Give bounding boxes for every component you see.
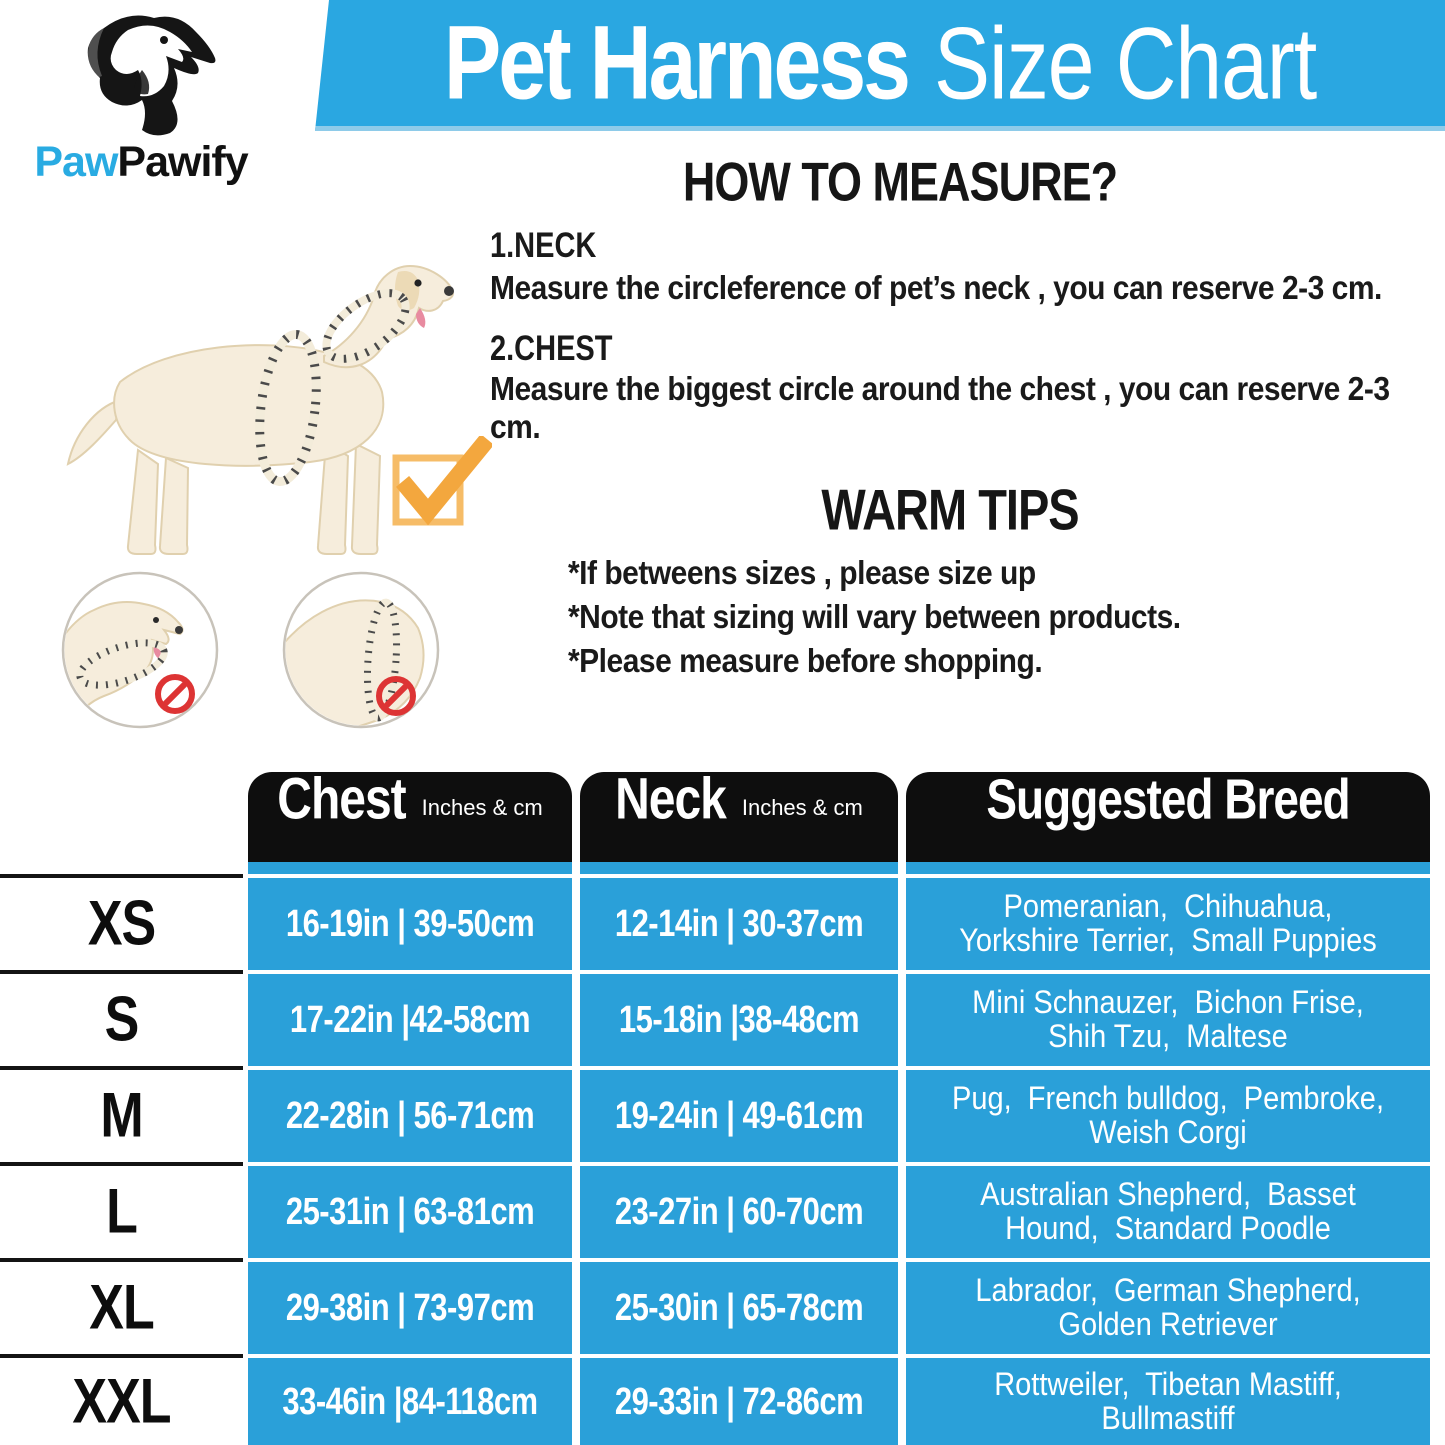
neck-header-strip [580, 862, 898, 874]
breed-cell-l: Australian Shepherd, Basset Hound, Stand… [906, 1166, 1430, 1258]
chest-cell-m: 22-28in | 56-71cm [248, 1070, 572, 1162]
chest-cell-xs: 16-19in | 39-50cm [248, 878, 572, 970]
row-divider [0, 874, 243, 878]
warm-tips-heading: WARM TIPS [821, 477, 1079, 542]
brand-paw: Paw [34, 138, 118, 186]
size-label-s: S [104, 984, 140, 1056]
size-label-m: M [100, 1080, 143, 1152]
wrong-neck-measure-figure [61, 571, 219, 729]
dog-head-logo-icon [87, 15, 216, 136]
size-label-xs: XS [87, 888, 156, 960]
brand-pawify: Pawify [117, 138, 248, 186]
chest-column-header: Chest Inches & cm [248, 767, 572, 862]
breed-cell-xs: Pomeranian, Chihuahua, Yorkshire Terrier… [906, 878, 1430, 970]
row-divider [0, 1354, 243, 1358]
size-label-l: L [106, 1176, 138, 1248]
breed-column-header: Suggested Breed [906, 767, 1430, 862]
row-divider [0, 1258, 243, 1262]
step-chest-text: Measure the biggest circle around the ch… [490, 370, 1398, 446]
row-divider [0, 1066, 243, 1070]
tip-3: *Please measure before shopping. [568, 642, 1043, 680]
breed-cell-xxl: Rottweiler, Tibetan Mastiff, Bullmastiff [906, 1358, 1430, 1445]
title-banner: Pet Harness Size Chart [315, 0, 1445, 131]
red-no-symbol-icon [376, 676, 416, 716]
neck-units-label: Inches & cm [741, 795, 863, 820]
row-divider [0, 970, 243, 974]
size-label-xxl: XXL [72, 1366, 171, 1437]
chest-header-strip [248, 862, 572, 874]
how-to-measure-heading: HOW TO MEASURE? [682, 150, 1118, 213]
chest-cell-xxl: 33-46in |84-118cm [248, 1358, 572, 1445]
step-chest-label: 2.CHEST [490, 329, 613, 369]
chest-units-label: Inches & cm [421, 795, 543, 820]
dog-with-measuring-tape-illustration [66, 264, 454, 555]
measure-steps: 1.NECK Measure the circleference of pet’… [490, 226, 1425, 470]
breed-cell-xl: Labrador, German Shepherd, Golden Retrie… [906, 1262, 1430, 1354]
neck-cell-xs: 12-14in | 30-37cm [580, 878, 898, 970]
breed-cell-s: Mini Schnauzer, Bichon Frise, Shih Tzu, … [906, 974, 1430, 1066]
neck-cell-m: 19-24in | 49-61cm [580, 1070, 898, 1162]
neck-cell-xl: 25-30in | 65-78cm [580, 1262, 898, 1354]
orange-check-icon [392, 436, 492, 526]
step-neck-label: 1.NECK [490, 226, 597, 266]
banner-title-bold: Pet Harness [443, 3, 911, 121]
row-divider [0, 1162, 243, 1166]
neck-cell-s: 15-18in |38-48cm [580, 974, 898, 1066]
chest-cell-xl: 29-38in | 73-97cm [248, 1262, 572, 1354]
warm-tips-list: *If betweens sizes , please size up *Not… [568, 552, 1445, 684]
chest-cell-l: 25-31in | 63-81cm [248, 1166, 572, 1258]
chest-cell-s: 17-22in |42-58cm [248, 974, 572, 1066]
wrong-chest-measure-figure [282, 571, 440, 729]
banner-title-light: Size Chart [934, 5, 1317, 120]
size-label-xl: XL [89, 1272, 154, 1344]
breed-header-strip [906, 862, 1430, 874]
neck-cell-xxl: 29-33in | 72-86cm [580, 1358, 898, 1445]
neck-column-header: Neck Inches & cm [580, 767, 898, 862]
step-neck-text: Measure the circleference of pet’s neck … [490, 269, 1382, 307]
neck-cell-l: 23-27in | 60-70cm [580, 1166, 898, 1258]
breed-cell-m: Pug, French bulldog, Pembroke, Weish Cor… [906, 1070, 1430, 1162]
brand-logo-text: PawPawify [16, 138, 266, 187]
red-no-symbol-icon [155, 674, 195, 714]
tip-1: *If betweens sizes , please size up [568, 554, 1036, 592]
tip-2: *Note that sizing will vary between prod… [568, 598, 1181, 636]
